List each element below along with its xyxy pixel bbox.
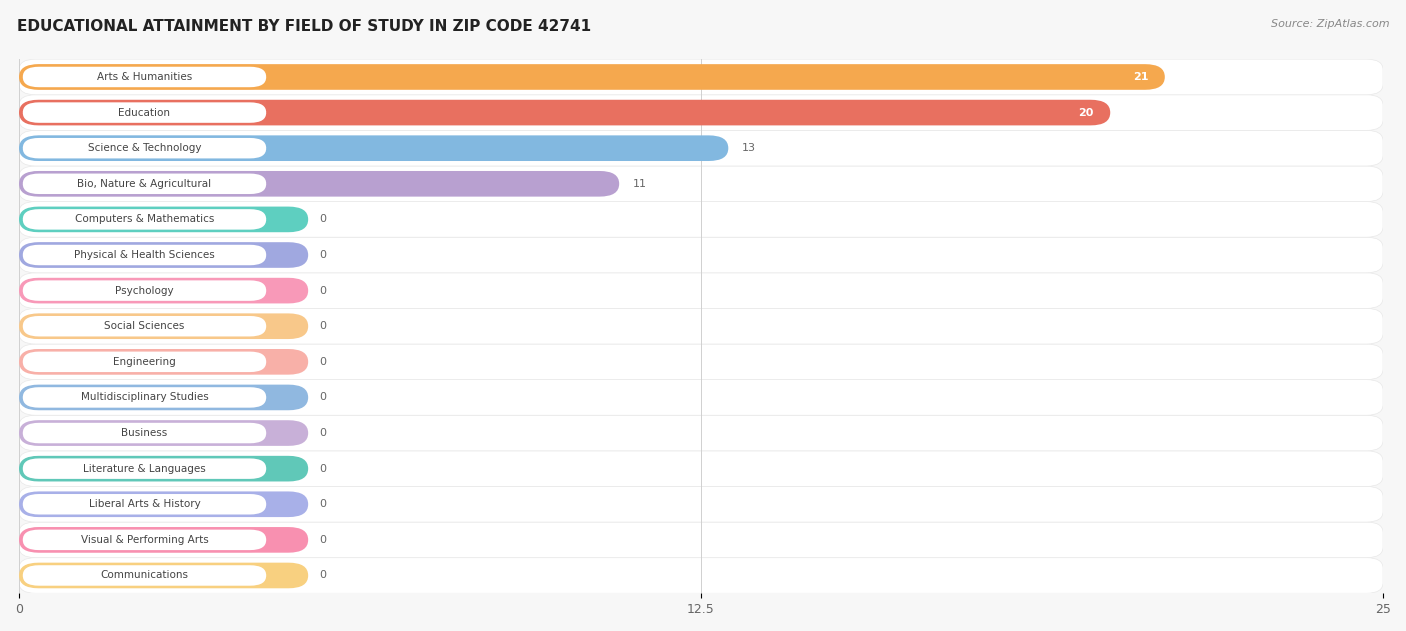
FancyBboxPatch shape <box>21 457 267 480</box>
Text: 0: 0 <box>319 250 326 260</box>
Text: 0: 0 <box>319 215 326 225</box>
Text: Business: Business <box>121 428 167 438</box>
FancyBboxPatch shape <box>21 102 267 124</box>
FancyBboxPatch shape <box>20 237 1384 273</box>
FancyBboxPatch shape <box>21 172 267 195</box>
Text: Science & Technology: Science & Technology <box>87 143 201 153</box>
FancyBboxPatch shape <box>20 166 1384 201</box>
Text: Computers & Mathematics: Computers & Mathematics <box>75 215 214 225</box>
Text: Social Sciences: Social Sciences <box>104 321 184 331</box>
FancyBboxPatch shape <box>20 171 619 197</box>
FancyBboxPatch shape <box>20 527 308 553</box>
Text: Literature & Languages: Literature & Languages <box>83 464 205 474</box>
FancyBboxPatch shape <box>20 456 308 481</box>
Text: Multidisciplinary Studies: Multidisciplinary Studies <box>80 392 208 403</box>
FancyBboxPatch shape <box>20 314 308 339</box>
FancyBboxPatch shape <box>20 380 1384 415</box>
FancyBboxPatch shape <box>20 385 308 410</box>
Text: Engineering: Engineering <box>112 357 176 367</box>
Text: 11: 11 <box>633 179 647 189</box>
Text: Visual & Performing Arts: Visual & Performing Arts <box>80 535 208 545</box>
FancyBboxPatch shape <box>20 487 1384 522</box>
Text: 13: 13 <box>742 143 756 153</box>
FancyBboxPatch shape <box>20 420 308 446</box>
Text: 0: 0 <box>319 535 326 545</box>
Text: Liberal Arts & History: Liberal Arts & History <box>89 499 201 509</box>
Text: Physical & Health Sciences: Physical & Health Sciences <box>75 250 215 260</box>
FancyBboxPatch shape <box>20 451 1384 487</box>
FancyBboxPatch shape <box>21 493 267 516</box>
FancyBboxPatch shape <box>20 206 308 232</box>
FancyBboxPatch shape <box>20 64 1164 90</box>
Text: 0: 0 <box>319 570 326 581</box>
Text: EDUCATIONAL ATTAINMENT BY FIELD OF STUDY IN ZIP CODE 42741: EDUCATIONAL ATTAINMENT BY FIELD OF STUDY… <box>17 19 591 34</box>
FancyBboxPatch shape <box>20 95 1384 131</box>
FancyBboxPatch shape <box>21 244 267 266</box>
FancyBboxPatch shape <box>21 564 267 587</box>
Text: 0: 0 <box>319 286 326 295</box>
FancyBboxPatch shape <box>20 59 1384 95</box>
Text: 21: 21 <box>1133 72 1149 82</box>
FancyBboxPatch shape <box>21 529 267 551</box>
FancyBboxPatch shape <box>20 415 1384 451</box>
FancyBboxPatch shape <box>20 558 1384 593</box>
FancyBboxPatch shape <box>21 422 267 444</box>
FancyBboxPatch shape <box>21 386 267 409</box>
Text: Bio, Nature & Agricultural: Bio, Nature & Agricultural <box>77 179 211 189</box>
FancyBboxPatch shape <box>20 242 308 268</box>
FancyBboxPatch shape <box>21 208 267 231</box>
FancyBboxPatch shape <box>20 344 1384 380</box>
FancyBboxPatch shape <box>20 201 1384 237</box>
Text: 20: 20 <box>1078 107 1094 117</box>
FancyBboxPatch shape <box>20 100 1111 126</box>
FancyBboxPatch shape <box>20 492 308 517</box>
Text: Source: ZipAtlas.com: Source: ZipAtlas.com <box>1271 19 1389 29</box>
Text: 0: 0 <box>319 464 326 474</box>
FancyBboxPatch shape <box>21 66 267 88</box>
FancyBboxPatch shape <box>20 273 1384 309</box>
FancyBboxPatch shape <box>20 309 1384 344</box>
FancyBboxPatch shape <box>20 278 308 304</box>
Text: 0: 0 <box>319 428 326 438</box>
FancyBboxPatch shape <box>21 280 267 302</box>
FancyBboxPatch shape <box>20 131 1384 166</box>
Text: Arts & Humanities: Arts & Humanities <box>97 72 193 82</box>
Text: Communications: Communications <box>100 570 188 581</box>
Text: Education: Education <box>118 107 170 117</box>
Text: Psychology: Psychology <box>115 286 174 295</box>
FancyBboxPatch shape <box>21 137 267 160</box>
Text: 0: 0 <box>319 499 326 509</box>
Text: 0: 0 <box>319 357 326 367</box>
FancyBboxPatch shape <box>21 315 267 338</box>
Text: 0: 0 <box>319 321 326 331</box>
FancyBboxPatch shape <box>20 563 308 588</box>
FancyBboxPatch shape <box>21 351 267 373</box>
FancyBboxPatch shape <box>20 349 308 375</box>
Text: 0: 0 <box>319 392 326 403</box>
FancyBboxPatch shape <box>20 522 1384 558</box>
FancyBboxPatch shape <box>20 136 728 161</box>
